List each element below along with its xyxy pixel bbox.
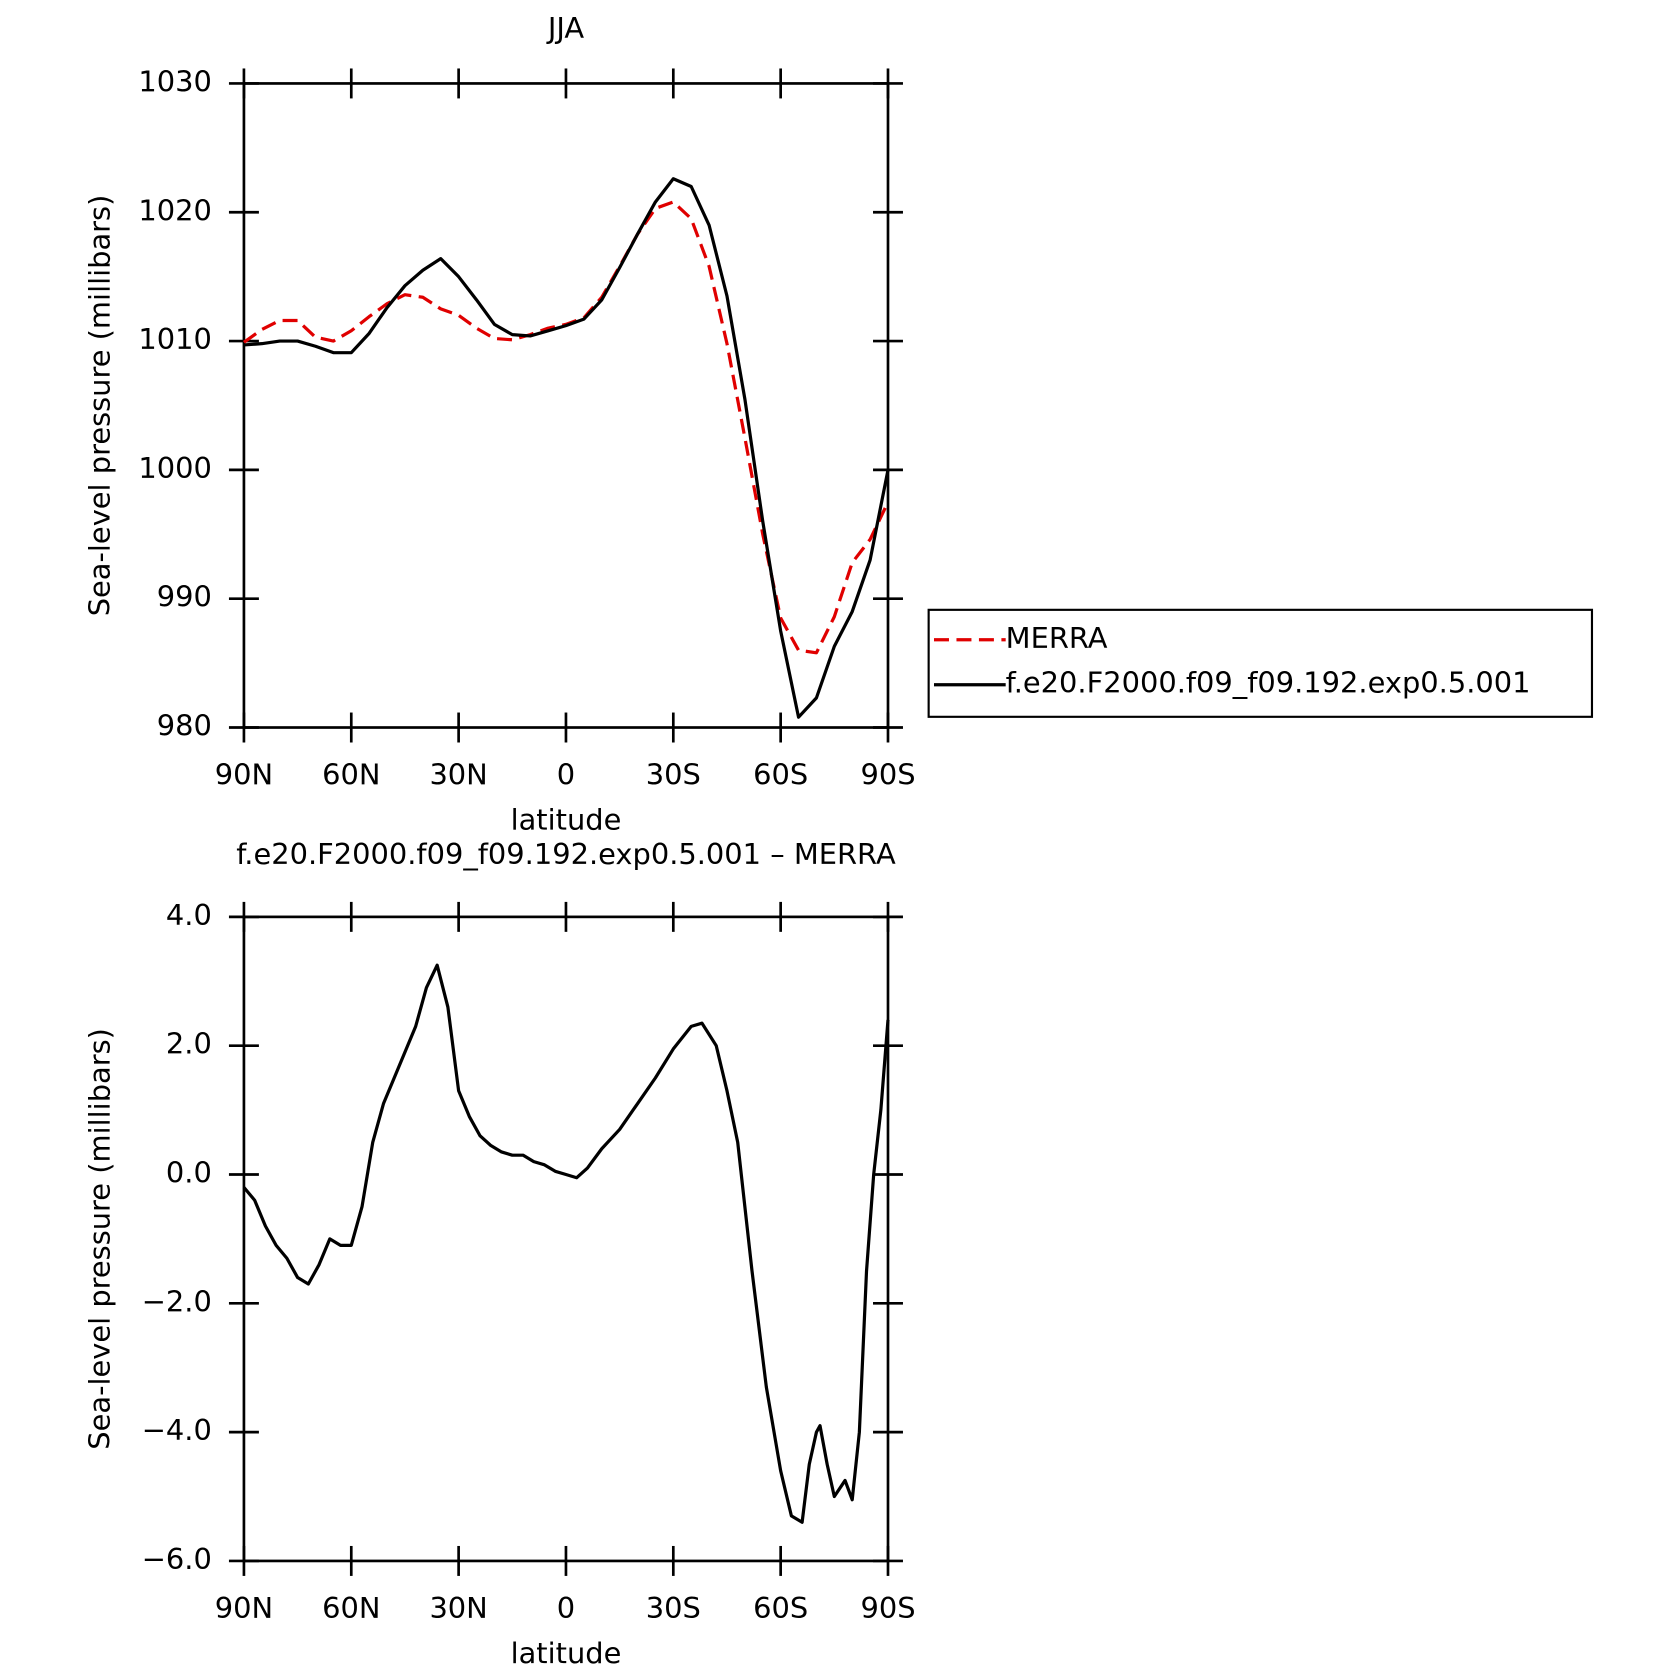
y-tick-label: 990 <box>157 580 212 614</box>
x-tick-label: 60N <box>322 758 380 792</box>
x-tick-label: 30N <box>429 758 487 792</box>
x-tick-label: 0 <box>557 758 575 792</box>
y-axis-label: Sea-level pressure (millibars) <box>83 195 117 617</box>
x-tick-label: 30S <box>646 758 701 792</box>
y-tick-label: 1030 <box>138 64 211 98</box>
y-tick-label: 2.0 <box>166 1027 212 1061</box>
chart-title: f.e20.F2000.f09_f09.192.exp0.5.001 – MER… <box>236 837 896 871</box>
legend-box <box>927 608 1594 718</box>
y-tick-label: 980 <box>157 709 212 743</box>
y-tick-label: 1000 <box>138 451 211 485</box>
y-tick-label: 0.0 <box>166 1156 212 1190</box>
x-axis-label: latitude <box>511 1636 622 1669</box>
y-tick-label: 1010 <box>138 322 211 356</box>
x-tick-label: 60N <box>322 1591 380 1625</box>
series-line <box>243 177 890 719</box>
x-tick-label: 90N <box>215 758 273 792</box>
x-tick-label: 90S <box>860 758 915 792</box>
y-tick-label: −6.0 <box>142 1542 212 1576</box>
chart-title: JJA <box>546 11 585 45</box>
legend-label: MERRA <box>1006 621 1108 655</box>
y-tick-label: 4.0 <box>166 898 212 932</box>
x-axis-label: latitude <box>511 803 622 837</box>
series-line <box>242 200 890 655</box>
series-line <box>242 963 890 1524</box>
y-tick-label: 1020 <box>138 193 211 227</box>
x-tick-label: 30S <box>646 1591 701 1625</box>
x-tick-label: 0 <box>557 1591 575 1625</box>
plot-frame <box>242 915 890 1563</box>
x-tick-label: 90S <box>860 1591 915 1625</box>
y-tick-label: −2.0 <box>142 1284 212 1318</box>
x-tick-label: 60S <box>753 758 808 792</box>
x-tick-label: 60S <box>753 1591 808 1625</box>
y-tick-label: −4.0 <box>142 1413 212 1447</box>
plot-frame <box>242 82 890 729</box>
y-axis-label: Sea-level pressure (millibars) <box>83 1028 117 1450</box>
legend-label: f.e20.F2000.f09_f09.192.exp0.5.001 <box>1006 666 1531 700</box>
x-tick-label: 90N <box>215 1591 273 1625</box>
x-tick-label: 30N <box>429 1591 487 1625</box>
